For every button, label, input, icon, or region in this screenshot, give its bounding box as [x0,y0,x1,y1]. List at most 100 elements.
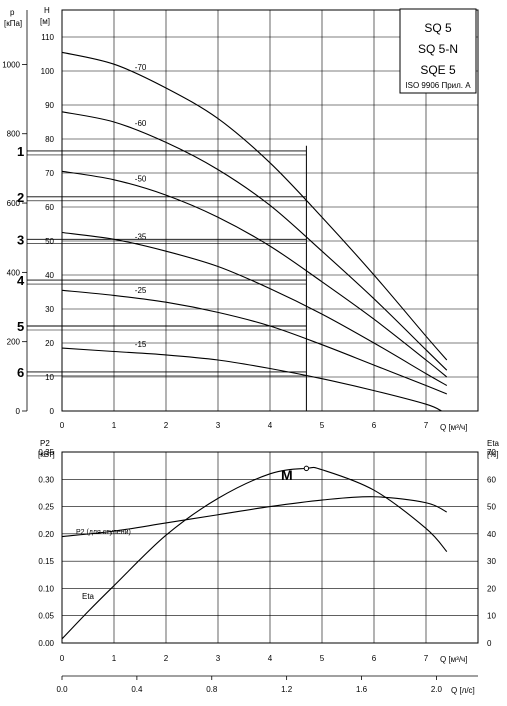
reference-line-label: 2 [17,190,24,205]
pump-curve-label: -50 [135,174,147,183]
head-x-tick-label: 6 [372,421,377,430]
head-x-tick-label: 3 [216,421,221,430]
power-y-tick-label: 0.20 [38,530,54,539]
head-y-tick-label: 20 [45,339,54,348]
best-efficiency-marker-label: M [281,467,293,483]
eta-y-tick-label: 50 [487,503,496,512]
head-x-tick-label: 5 [320,421,325,430]
pressure-y-tick-label: 400 [7,268,21,277]
flow-ls-axis-label: Q [л/с] [451,686,475,695]
pump-curve-label: -70 [135,63,147,72]
pressure-y-tick-label: 200 [7,338,21,347]
pressure-axis-symbol: p [10,8,15,17]
pump-curve-15 [61,347,442,412]
flow-ls-tick-label: 0.0 [56,685,68,694]
best-efficiency-marker [303,465,310,472]
flow-ls-tick-label: 1.6 [356,685,368,694]
power-x-tick-label: 3 [216,654,221,663]
pump-curve-35 [61,231,448,386]
pump-curve-label: -35 [135,232,147,241]
eta-y-tick-label: 30 [487,557,496,566]
pressure-y-tick-label: 1000 [2,60,20,69]
flow-axis-label-bottom: Q [м³/ч] [440,655,467,664]
standard-note: ISO 9906 Прил. A [405,81,471,90]
power-x-tick-label: 7 [424,654,429,663]
head-x-tick-label: 1 [112,421,117,430]
eta-axis-symbol: Eta [487,439,500,448]
title-box [399,8,477,94]
p2-series-label: P2 (для ступени) [76,529,131,536]
eta-y-tick-label: 60 [487,475,496,484]
model-name-1: SQ 5 [424,21,452,35]
power-x-tick-label: 4 [268,654,273,663]
head-y-tick-label: 80 [45,135,54,144]
eta-axis-unit: [%] [487,450,499,459]
head-x-tick-label: 4 [268,421,273,430]
head-chart-grid [22,9,479,412]
eta-series-label: Eta [82,592,95,601]
power-y-tick-label: 0.10 [38,584,54,593]
power-y-tick-label: 0.35 [38,448,54,457]
curves-layer [61,51,448,640]
head-y-tick-label: 70 [45,169,54,178]
reference-line-label: 4 [17,273,25,288]
power-x-tick-label: 2 [164,654,169,663]
flow-axis-label-top: Q [м³/ч] [440,423,467,432]
power-y-tick-label: 0.15 [38,557,54,566]
pump-curve-60 [61,111,448,371]
eta-y-tick-label: 10 [487,612,496,621]
eta-y-tick-label: 40 [487,530,496,539]
reference-line-label: 1 [17,144,24,159]
pressure-y-tick-label: 600 [7,199,21,208]
pump-curve-25 [61,289,448,395]
head-y-tick-label: 30 [45,305,54,314]
eta-curve [61,466,448,640]
reference-line-label: 6 [17,365,24,380]
pump-curve-70 [61,51,448,361]
labels-layer: 0 1 2 3 4 5 6 701020304050607080901001100200400… [2,33,496,694]
eta-y-tick-label: 0 [487,639,492,648]
power-y-tick-label: 0.30 [38,475,54,484]
power-y-tick-label: 0.05 [38,612,54,621]
head-y-tick-label: 100 [41,67,55,76]
power-axis-symbol: P2 [40,439,50,448]
power-y-tick-label: 0.25 [38,503,54,512]
model-name-3: SQE 5 [420,63,456,77]
flow-ls-tick-label: 2.0 [431,685,443,694]
power-x-tick-label: 0 [60,654,65,663]
pump-curve-label: -25 [135,286,147,295]
flow-ls-tick-label: 0.8 [206,685,218,694]
flow-ls-tick-label: 1.2 [281,685,293,694]
model-name-2: SQ 5-N [418,42,458,56]
head-x-tick-label: 2 [164,421,169,430]
head-x-tick-label: 7 [424,421,429,430]
pressure-axis-unit: [кПа] [4,19,22,28]
head-y-tick-label: 90 [45,101,54,110]
pressure-y-tick-label: 0 [16,407,21,416]
pump-curve-label: -60 [135,119,147,128]
reference-line-label: 5 [17,319,24,334]
power-axis-unit: [кВт] [38,450,55,459]
reference-line-label: 3 [17,232,24,247]
eta-y-tick-label: 20 [487,584,496,593]
power-chart-grid [61,451,479,680]
power-x-tick-label: 6 [372,654,377,663]
head-y-tick-label: 0 [50,407,55,416]
head-y-tick-label: 110 [41,33,54,42]
power-x-tick-label: 5 [320,654,325,663]
head-x-tick-label: 0 [60,421,65,430]
p2-curve [61,496,448,538]
pump-curve-label: -15 [135,340,147,349]
flow-ls-tick-label: 0.4 [131,685,143,694]
head-y-tick-label: 40 [45,271,54,280]
head-axis-symbol: H [44,6,50,15]
pump-curve-50 [61,170,448,378]
eta-y-tick-label: 70 [487,448,496,457]
head-y-tick-label: 50 [45,237,54,246]
pressure-y-tick-label: 800 [7,130,21,139]
power-y-tick-label: 0.00 [38,639,54,648]
head-y-tick-label: 10 [45,373,54,382]
power-x-tick-label: 1 [112,654,117,663]
